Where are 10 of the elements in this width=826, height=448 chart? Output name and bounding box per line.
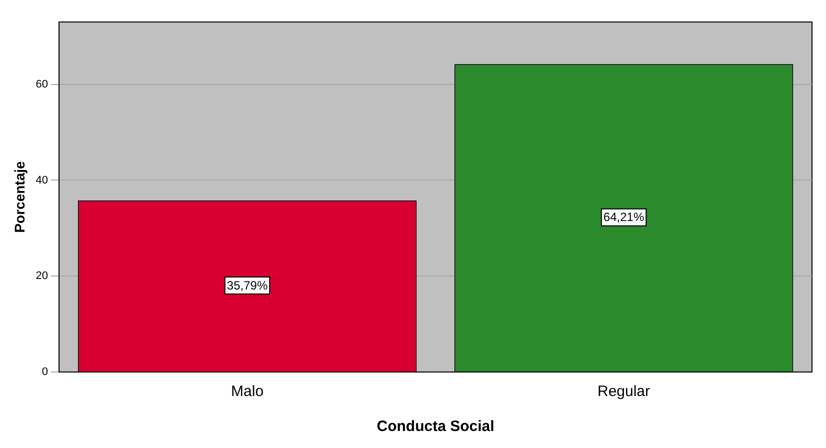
y-axis-title: Porcentaje <box>11 160 28 233</box>
data-label: 64,21% <box>603 210 644 224</box>
x-axis-title: Conducta Social <box>376 418 494 436</box>
y-tick-label: 40 <box>36 174 48 186</box>
x-tick-label: Malo <box>231 383 264 400</box>
y-tick-label: 60 <box>36 78 48 90</box>
data-label: 35,79% <box>226 278 268 292</box>
x-tick-label: Regular <box>597 383 650 400</box>
y-tick-label: 20 <box>36 270 48 282</box>
y-tick-label: 0 <box>42 366 48 378</box>
